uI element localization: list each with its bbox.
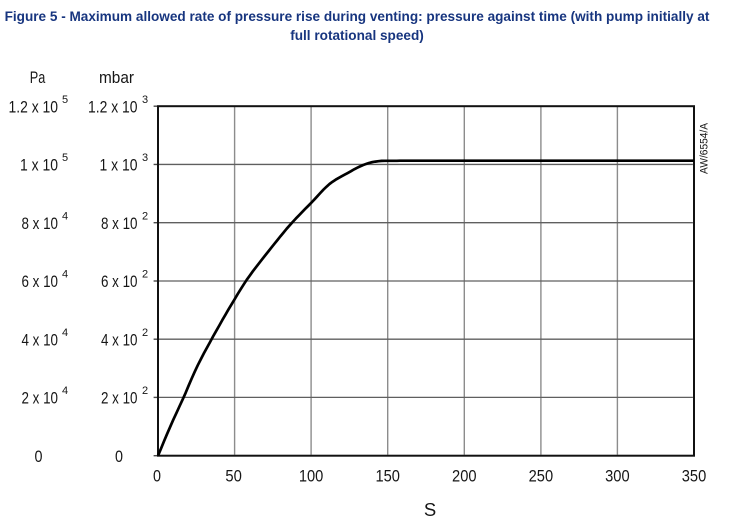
svg-text:4 x 10: 4 x 10 (101, 330, 138, 349)
svg-text:1.2 x 10: 1.2 x 10 (88, 97, 138, 116)
svg-text:8 x 10: 8 x 10 (22, 214, 59, 233)
svg-text:6 x 10: 6 x 10 (22, 272, 59, 291)
svg-text:50: 50 (225, 467, 242, 486)
svg-text:2 x 10: 2 x 10 (22, 389, 59, 408)
svg-text:1.2 x 10: 1.2 x 10 (9, 97, 59, 116)
svg-text:4: 4 (62, 210, 68, 222)
svg-text:4: 4 (62, 269, 68, 281)
svg-text:5: 5 (62, 94, 68, 106)
svg-text:S: S (424, 499, 436, 520)
svg-text:350: 350 (682, 467, 707, 486)
svg-text:1 x 10: 1 x 10 (20, 156, 58, 175)
svg-text:Pa: Pa (30, 68, 46, 87)
svg-text:150: 150 (375, 467, 400, 486)
svg-text:0: 0 (35, 447, 43, 466)
svg-text:6 x 10: 6 x 10 (101, 272, 138, 291)
svg-text:8 x 10: 8 x 10 (101, 214, 138, 233)
svg-text:4: 4 (62, 327, 68, 339)
svg-text:200: 200 (452, 467, 477, 486)
svg-text:4: 4 (62, 385, 68, 397)
svg-text:mbar: mbar (99, 68, 134, 87)
svg-text:0: 0 (115, 447, 123, 466)
svg-text:100: 100 (299, 467, 324, 486)
svg-text:3: 3 (142, 152, 148, 164)
svg-text:300: 300 (605, 467, 630, 486)
svg-text:4 x 10: 4 x 10 (22, 330, 59, 349)
svg-text:2: 2 (142, 385, 148, 397)
svg-text:5: 5 (62, 152, 68, 164)
svg-text:2: 2 (142, 210, 148, 222)
svg-text:2: 2 (142, 269, 148, 281)
svg-text:AW/6554/A: AW/6554/A (699, 122, 711, 174)
svg-text:3: 3 (142, 94, 148, 106)
svg-text:0: 0 (153, 467, 161, 486)
svg-text:2: 2 (142, 327, 148, 339)
svg-text:2 x 10: 2 x 10 (101, 389, 138, 408)
svg-text:250: 250 (529, 467, 554, 486)
svg-text:1 x 10: 1 x 10 (100, 156, 138, 175)
